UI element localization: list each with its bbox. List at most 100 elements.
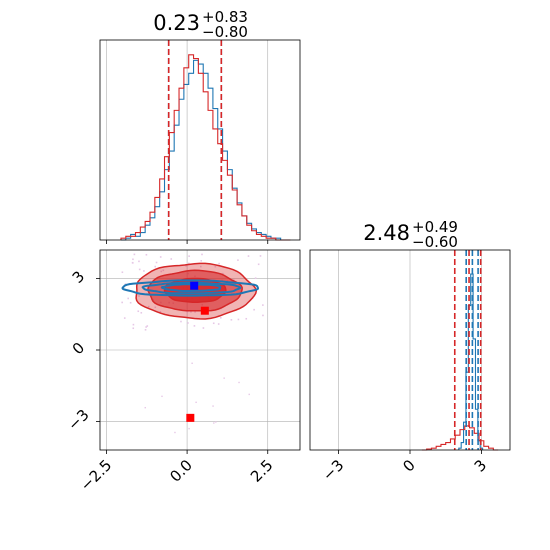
contour-series-a-level <box>141 281 242 295</box>
contour-scatter-point <box>247 255 250 257</box>
contour-scatter-point <box>215 421 217 423</box>
contour-scatter-point <box>129 301 132 304</box>
contour-scatter-point <box>155 261 158 264</box>
contour-scatter-point <box>253 308 255 311</box>
contour-scatter-point <box>170 258 173 260</box>
contour-scatter-point <box>162 269 165 272</box>
hist1-title-value: 0.23 <box>153 11 200 35</box>
contour-scatter-point <box>232 279 235 281</box>
contour-scatter-point <box>138 295 140 297</box>
contour-scatter-point <box>121 271 124 274</box>
contour-scatter-point <box>238 381 240 384</box>
contour-scatter-point <box>223 377 225 379</box>
contour-scatter-point <box>159 256 162 258</box>
contour-scatter-point <box>154 265 157 268</box>
contour-xtick-label: 2.5 <box>247 456 277 486</box>
hist2-panel <box>309 249 511 454</box>
contour-scatter-point <box>190 311 192 313</box>
contour-xtick-label: 0.0 <box>166 456 196 486</box>
contour-scatter-point <box>191 362 193 364</box>
contour-scatter-point <box>259 255 262 257</box>
contour-scatter-point <box>131 261 134 264</box>
contour-scatter-point <box>132 258 134 261</box>
hist1-panel <box>99 39 301 244</box>
contour-scatter-point <box>180 320 182 323</box>
contour-scatter-point <box>222 272 224 275</box>
contour-scatter-point <box>121 301 123 304</box>
contour-scatter-point <box>237 318 240 321</box>
contour-scatter-point <box>161 395 163 398</box>
contour-scatter-point <box>200 265 202 268</box>
contour-scatter-point <box>159 311 162 313</box>
hist1-title-upper: +0.83 <box>202 8 248 26</box>
contour-scatter-point <box>133 253 136 256</box>
contour-scatter-point <box>257 263 260 266</box>
contour-scatter-point <box>147 305 150 308</box>
contour-scatter-point <box>213 422 215 424</box>
contour-scatter-point <box>195 401 197 404</box>
contour-scatter-point <box>202 327 205 329</box>
contour-scatter-point <box>174 431 176 434</box>
contour-scatter-point <box>140 311 143 314</box>
hist2-frame <box>309 249 511 451</box>
hist1-series-B <box>120 54 291 241</box>
contour-scatter-point <box>188 427 190 430</box>
contour-scatter-point <box>145 253 148 256</box>
hist2-xtick-labels: −3 0 3 <box>319 456 490 484</box>
hist2-series-A <box>458 273 484 450</box>
hist1-title: 0.23 <box>153 11 200 35</box>
contour-ytick-label: 3 <box>69 267 88 286</box>
hist1-series-A <box>120 59 291 241</box>
contour-ytick-label: −3 <box>64 406 92 434</box>
contour-scatter-point <box>217 323 220 325</box>
contour-scatter-point <box>193 325 196 327</box>
contour-scatter-point <box>230 319 233 321</box>
hist2-xtick-label: 0 <box>399 456 418 475</box>
contour-ytick-labels: −3 0 3 <box>64 267 92 434</box>
contour-series-a-level <box>121 279 260 297</box>
hist2-title-lower: −0.60 <box>412 233 458 251</box>
contour-scatter-point <box>187 322 189 324</box>
contour-scatter-point <box>201 253 203 256</box>
hist2-title: 2.48 <box>363 221 410 245</box>
contour-scatter-point <box>218 262 220 265</box>
contour-scatter-point <box>160 270 163 273</box>
hist1-frame <box>99 39 301 241</box>
contour-scatter-point <box>220 317 222 319</box>
hist2-xtick-label: −3 <box>319 456 347 484</box>
contour-scatter-point <box>144 406 146 409</box>
contour-marker <box>200 306 209 315</box>
contour-scatter-point <box>127 297 129 300</box>
contour-scatter-point <box>124 283 127 285</box>
contour-scatter-point <box>132 323 135 326</box>
contour-scatter-point <box>137 310 140 313</box>
contour-scatter-point <box>248 393 250 396</box>
contour-scatter-point <box>254 277 257 279</box>
contour-scatter-point <box>146 325 149 327</box>
contour-scatter-point <box>262 314 264 317</box>
contour-scatter-point <box>188 262 190 265</box>
contour-scatter-point <box>132 327 135 330</box>
contour-scatter-point <box>186 311 189 313</box>
contour-scatter-point <box>212 405 214 407</box>
hist2-xtick-label: 3 <box>471 456 490 475</box>
contour-scatter-point <box>262 304 264 306</box>
contour-scatter-point <box>237 259 239 261</box>
contour-scatter-point <box>214 265 217 268</box>
contour-scatter-point <box>212 322 215 325</box>
contour-panel <box>96 249 301 454</box>
hist2-title-value: 2.48 <box>363 221 410 245</box>
contour-frame <box>99 249 301 451</box>
contour-scatter-point <box>138 260 140 263</box>
contour-marker <box>186 413 195 422</box>
contour-ytick-label: 0 <box>69 339 88 358</box>
contour-scatter-point <box>188 255 190 257</box>
contour-scatter-point <box>154 306 157 309</box>
contour-scatter-point <box>194 311 196 313</box>
contour-scatter-point <box>185 265 188 267</box>
contour-marker <box>190 281 199 290</box>
contour-xtick-labels: −2.5 0.0 2.5 <box>77 456 277 494</box>
contour-scatter-point <box>200 260 203 262</box>
contour-scatter-point <box>144 328 147 331</box>
